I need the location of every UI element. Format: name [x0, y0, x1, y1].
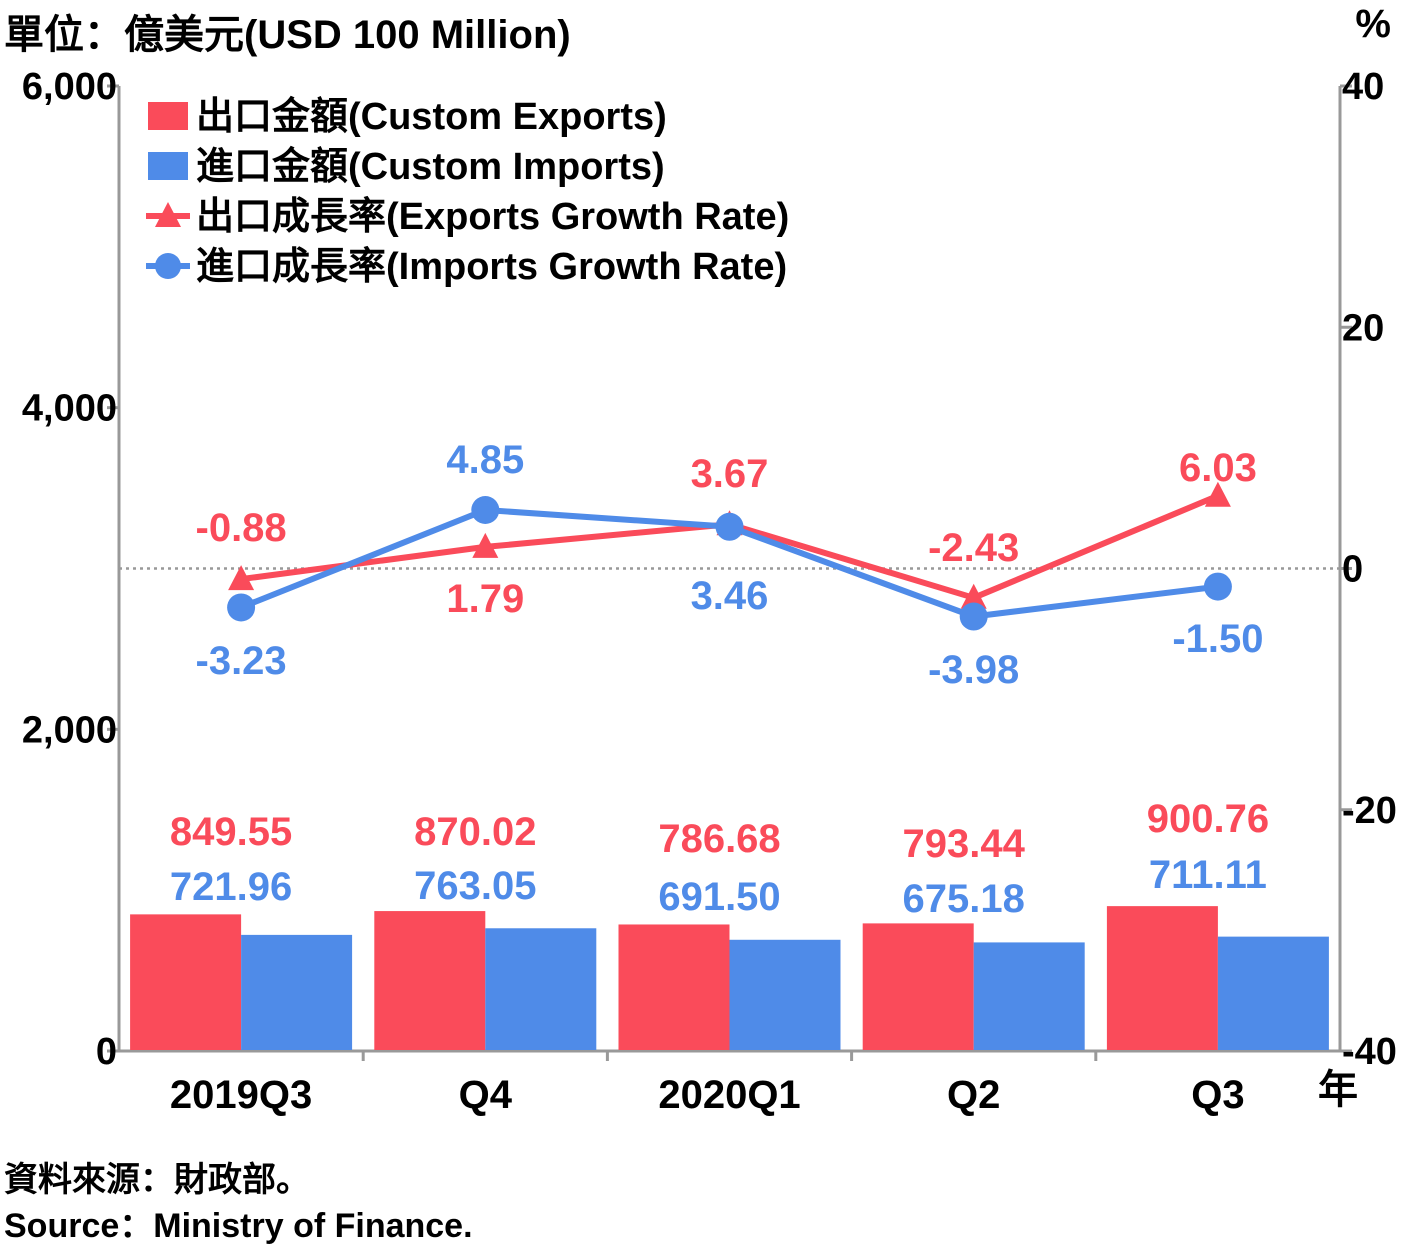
import-bar-value-label: 721.96 [170, 865, 292, 909]
imports-growth-marker [227, 593, 256, 622]
exports-growth-value-label: 3.67 [691, 452, 769, 496]
x-tick-label: 2020Q1 [658, 1073, 800, 1117]
legend-label: 出口金額(Custom Exports) [196, 95, 667, 138]
right-tick-label: 0 [1342, 549, 1363, 591]
x-tick-label: Q4 [459, 1073, 513, 1117]
imports-growth-value-label: 4.85 [446, 438, 524, 482]
right-tick-label: 40 [1342, 66, 1384, 108]
left-tick-label: 2,000 [22, 709, 117, 751]
import-bar [973, 942, 1085, 1050]
right-tick-label: 20 [1342, 307, 1384, 349]
import-bar [485, 928, 597, 1050]
exports-growth-marker [228, 565, 255, 591]
x-axis-unit-label: 年 [1318, 1068, 1358, 1112]
export-bar [130, 914, 242, 1050]
imports-growth-value-label: -1.50 [1172, 617, 1263, 661]
source-note-english: Source：Ministry of Finance. [4, 1207, 473, 1245]
exports-growth-marker [1204, 481, 1231, 507]
exports-growth-marker [960, 583, 987, 609]
legend-label: 出口成長率(Exports Growth Rate) [196, 196, 789, 238]
imports-growth-marker [959, 602, 988, 631]
legend-label: 進口金額(Custom Imports) [196, 145, 665, 188]
legend-marker-imports-growth [155, 253, 181, 279]
export-bar [862, 923, 974, 1050]
imports-growth-value-label: -3.98 [928, 648, 1019, 692]
export-bar-value-label: 786.68 [658, 817, 780, 861]
x-tick-label: Q2 [947, 1073, 1000, 1117]
export-bar [618, 924, 730, 1050]
axes: 0 2,000 4,000 6,000 -40 -20 0 20 40 2019Q3 Q4 2020Q… [22, 66, 1397, 1117]
source-note-chinese: 資料來源：財政部。 [4, 1161, 310, 1199]
growth-lines [227, 481, 1232, 631]
import-bar [729, 939, 841, 1050]
right-tick-label: -20 [1342, 790, 1397, 832]
imports-growth-value-label: 3.46 [691, 574, 769, 618]
export-bar [374, 911, 486, 1050]
left-tick-label: 0 [96, 1031, 117, 1073]
right-tick-label: -40 [1342, 1031, 1397, 1073]
legend-swatch-imports [148, 152, 188, 180]
exports-growth-value-label: -2.43 [928, 526, 1019, 570]
legend-swatch-exports [148, 102, 188, 130]
left-axis-unit-label: 單位：億美元(USD 100 Million) [4, 13, 571, 57]
exports-growth-value-label: 1.79 [446, 577, 524, 621]
data-labels: 849.55 870.02 786.68 793.44 900.76 721.96 763.… [170, 438, 1269, 921]
exports-growth-value-label: 6.03 [1179, 446, 1257, 490]
imports-growth-value-label: -3.23 [196, 639, 287, 683]
legend-marker-exports-growth [155, 202, 181, 227]
legend: 出口金額(Custom Exports) 進口金額(Custom Imports)… [146, 95, 789, 288]
x-tick-label: Q3 [1191, 1073, 1244, 1117]
imports-growth-marker [471, 495, 500, 524]
export-bar-value-label: 870.02 [414, 810, 536, 854]
bars [130, 906, 1329, 1050]
import-bar-value-label: 711.11 [1149, 853, 1267, 897]
right-axis-unit-label: % [1355, 2, 1391, 46]
legend-label: 進口成長率(Imports Growth Rate) [196, 246, 787, 288]
left-tick-label: 4,000 [22, 388, 117, 430]
export-bar-value-label: 900.76 [1147, 797, 1269, 841]
export-bar [1106, 906, 1218, 1050]
exports-growth-marker [472, 532, 499, 558]
imports-growth-marker [1203, 572, 1232, 601]
left-tick-label: 6,000 [22, 66, 117, 108]
imports-growth-marker [715, 512, 744, 541]
import-bar-value-label: 675.18 [903, 877, 1025, 921]
x-tick-label: 2019Q3 [170, 1073, 312, 1117]
export-bar-value-label: 849.55 [170, 810, 292, 854]
import-bar [1217, 936, 1329, 1050]
import-bar-value-label: 691.50 [658, 875, 780, 919]
exports-growth-value-label: -0.88 [196, 506, 287, 550]
import-bar-value-label: 763.05 [414, 864, 536, 908]
export-bar-value-label: 793.44 [903, 822, 1026, 866]
import-bar [241, 934, 353, 1050]
